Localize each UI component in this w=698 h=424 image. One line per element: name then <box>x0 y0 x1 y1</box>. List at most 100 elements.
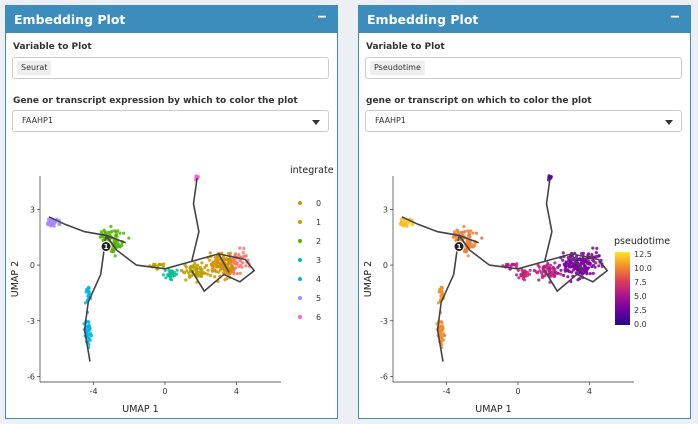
cell-point <box>241 251 245 255</box>
cell-point <box>86 286 90 290</box>
cell-point <box>536 271 540 275</box>
cell-point <box>566 268 570 272</box>
legend-swatch <box>298 277 302 281</box>
cell-point <box>208 258 212 262</box>
cell-point <box>206 268 210 272</box>
cell-point <box>438 330 442 334</box>
y-tick-label: -3 <box>380 317 388 326</box>
cell-point <box>57 222 61 226</box>
y-tick-label: 3 <box>30 205 35 214</box>
variable-select[interactable]: Seurat <box>12 57 329 79</box>
cell-point <box>89 333 93 337</box>
cell-point <box>52 224 56 228</box>
cell-point <box>244 254 248 258</box>
legend-swatch <box>298 201 302 205</box>
minus-icon[interactable]: − <box>317 9 327 26</box>
cell-point <box>46 223 50 227</box>
cell-point <box>226 261 230 265</box>
variable-label: Variable to Plot <box>366 42 445 52</box>
cell-point <box>230 264 234 268</box>
cell-point <box>594 255 598 259</box>
cell-point <box>238 246 242 250</box>
y-axis-label: UMAP 2 <box>10 261 21 297</box>
cell-point <box>403 220 407 225</box>
legend-label: 4 <box>316 275 321 284</box>
cell-point <box>113 233 117 238</box>
cell-point <box>237 265 241 269</box>
cell-point <box>113 229 117 233</box>
gene-select[interactable]: FAAHP1 <box>12 110 329 132</box>
cell-point <box>436 301 440 305</box>
x-tick-label: 4 <box>234 387 239 396</box>
cell-point <box>202 271 206 275</box>
cell-point <box>170 269 174 274</box>
embedding-plot-box-seurat: Embedding Plot − Variable to Plot Seurat… <box>5 5 338 419</box>
cell-point <box>579 261 583 265</box>
chevron-down-icon[interactable] <box>312 120 320 125</box>
cell-point <box>227 272 232 276</box>
legend-label: 5 <box>316 294 321 303</box>
cell-point <box>213 268 217 272</box>
cell-point <box>99 230 104 234</box>
x-tick-label: 0 <box>515 387 520 396</box>
y-axis-label: UMAP 2 <box>363 261 374 297</box>
cell-point <box>242 246 246 250</box>
cell-point <box>583 264 587 268</box>
cell-point <box>539 271 544 275</box>
cell-point <box>588 272 592 276</box>
trajectory-node <box>453 241 465 253</box>
trajectory-line <box>436 235 460 362</box>
gene-label: gene or transcript on which to color the… <box>366 96 592 106</box>
cell-point <box>194 270 198 274</box>
cell-point <box>597 254 601 258</box>
minus-icon[interactable]: − <box>670 9 680 26</box>
cell-point <box>217 270 221 274</box>
legend-swatch <box>298 220 302 224</box>
cell-point <box>216 255 220 259</box>
cell-point <box>240 265 244 269</box>
umap-pseudotime-plot: -4 0 4 3 0 -3 -6 UMAP 1 UMAP 2 1 pseudotime 12.5 10.… <box>363 174 670 415</box>
cell-point <box>559 268 563 272</box>
cell-point <box>218 268 222 272</box>
variable-select[interactable]: Pseudotime <box>365 57 682 79</box>
cell-point <box>587 260 591 264</box>
cell-point <box>520 268 524 272</box>
cell-point <box>195 263 200 267</box>
cell-point <box>234 262 238 266</box>
legend-swatch <box>298 258 302 262</box>
gene-value: FAAHP1 <box>375 116 406 125</box>
cell-point <box>568 257 572 261</box>
cell-point <box>222 257 226 261</box>
y-tick-label: 0 <box>30 261 35 270</box>
cell-point <box>209 273 213 278</box>
cell-point <box>241 261 245 265</box>
gene-select[interactable]: FAAHP1 <box>365 110 682 132</box>
chevron-down-icon[interactable] <box>665 120 673 125</box>
cell-point <box>463 230 467 234</box>
cell-point <box>161 273 166 277</box>
cell-point <box>112 249 116 253</box>
y-tick-label: 3 <box>383 205 388 214</box>
cell-point <box>442 333 446 337</box>
trajectory-node <box>100 241 112 253</box>
cell-point <box>118 231 122 235</box>
box-header: Embedding Plot − <box>359 6 690 33</box>
legend-label: 2 <box>316 237 321 246</box>
cell-point <box>211 260 215 264</box>
cell-point <box>562 273 566 278</box>
cell-point <box>568 262 572 266</box>
cell-point <box>234 260 238 264</box>
y-tick-label: -6 <box>380 372 388 381</box>
cell-point <box>561 251 565 255</box>
cell-point <box>552 272 556 276</box>
cell-point <box>188 275 192 279</box>
colorbar <box>615 252 630 325</box>
y-tick-label: 0 <box>383 261 388 270</box>
colorbar-tick-label: 10.0 <box>634 264 652 273</box>
cell-point <box>198 266 202 271</box>
cell-point <box>594 261 598 265</box>
cell-point <box>575 257 579 261</box>
trajectory-node-label: 1 <box>104 243 109 251</box>
cell-point <box>244 264 248 268</box>
cell-point <box>564 260 568 264</box>
